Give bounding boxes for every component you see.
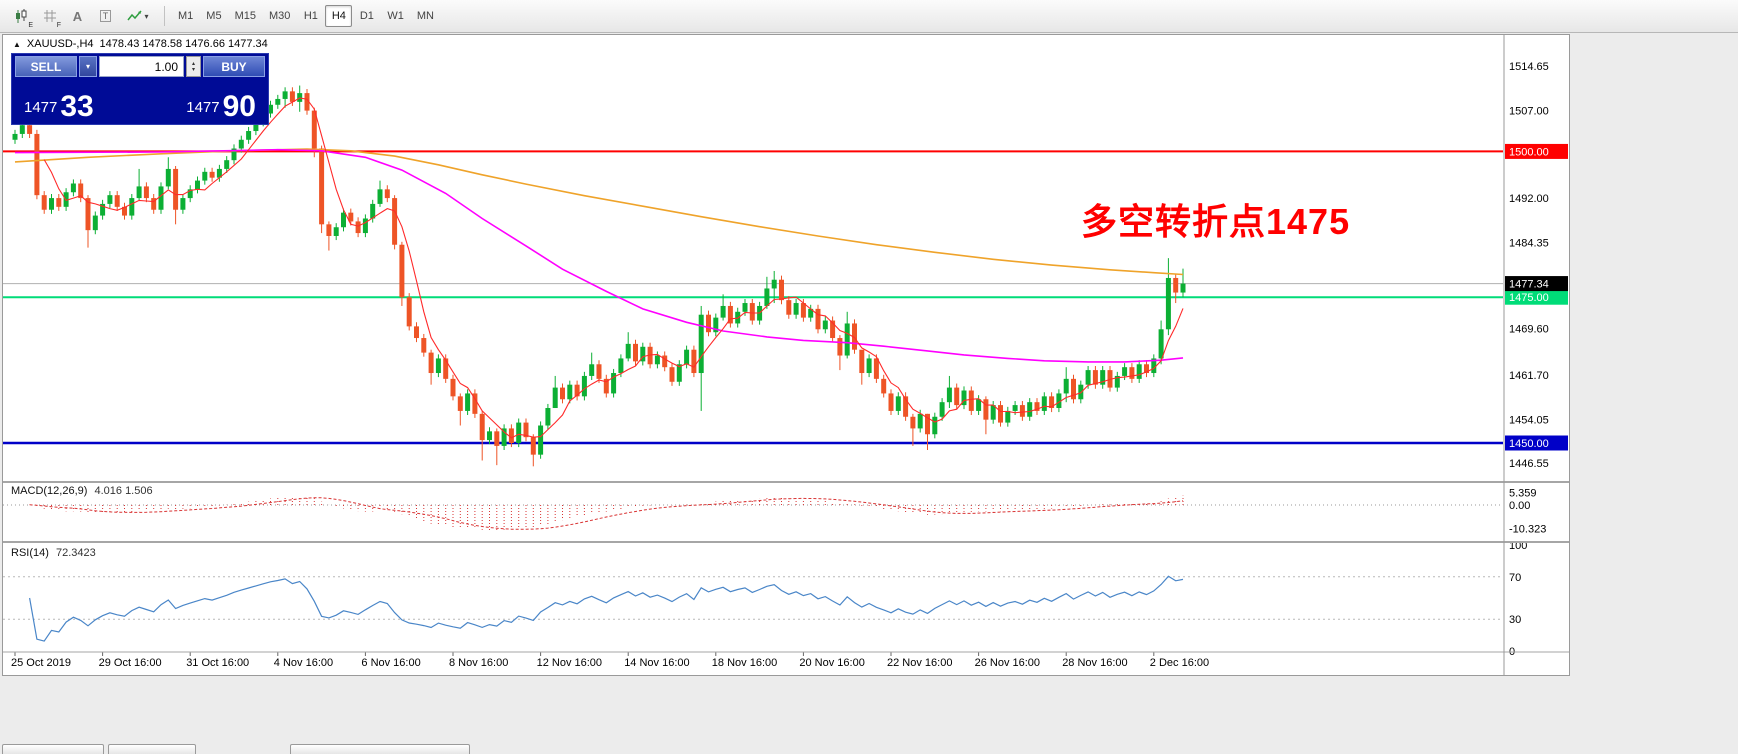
timeframe-button-h4[interactable]: H4 <box>325 5 353 27</box>
taskbar <box>0 744 1738 754</box>
taskbar-item[interactable] <box>290 744 470 754</box>
bid-price[interactable]: 1477 33 <box>24 90 94 123</box>
rsi-value: 72.3423 <box>55 547 96 559</box>
chart-title: ▲ XAUUSD-,H4 1478.43 1478.58 1476.66 147… <box>13 38 268 50</box>
bid-main-digits: 1477 <box>24 99 58 116</box>
text-tool-icon[interactable]: T <box>92 4 119 29</box>
indicator-zigzag-icon <box>127 10 143 21</box>
toolbar: E F A T ▾ M1 M5 M15 M30 H1 H4 D1 W1 MN <box>0 0 1738 33</box>
horizontal-lines[interactable] <box>3 150 1503 445</box>
timeframe-button-d1[interactable]: D1 <box>359 10 374 22</box>
macd-name: MACD(12,26,9) <box>11 485 88 497</box>
svg-text:1477.34: 1477.34 <box>1509 279 1549 291</box>
svg-text:1475.00: 1475.00 <box>1509 292 1549 304</box>
svg-text:5.359: 5.359 <box>1509 488 1537 500</box>
rsi-name: RSI(14) <box>11 547 49 559</box>
ask-price[interactable]: 1477 90 <box>186 90 256 123</box>
svg-text:1484.35: 1484.35 <box>1509 238 1549 250</box>
buy-button[interactable]: BUY <box>203 56 265 77</box>
svg-text:1500.00: 1500.00 <box>1509 146 1549 158</box>
candlestick-chart-icon <box>16 8 27 23</box>
svg-text:70: 70 <box>1509 572 1521 584</box>
ask-big-digits: 90 <box>222 90 256 123</box>
timeframe-button-m5[interactable]: M5 <box>206 10 222 22</box>
moving-averages <box>14 97 1184 439</box>
chart-annotation: 多空转折点1475 <box>1081 201 1351 242</box>
toolbar-separator <box>164 6 165 26</box>
svg-text:26 Nov 16:00: 26 Nov 16:00 <box>975 657 1040 669</box>
lot-dropdown-button[interactable]: ▾ <box>79 56 97 77</box>
indicators-button[interactable]: ▾ <box>120 4 156 29</box>
timeframe-button-m30[interactable]: M30 <box>268 10 291 22</box>
lot-size-input[interactable] <box>99 56 184 77</box>
symbol-marker-icon: ▲ <box>13 39 21 49</box>
svg-text:1461.70: 1461.70 <box>1509 370 1549 382</box>
sell-button[interactable]: SELL <box>15 56 77 77</box>
icon-sub-label: F <box>56 21 61 29</box>
cursor-tool-icon[interactable]: A <box>64 4 91 29</box>
candlesticks <box>12 85 1186 467</box>
svg-text:29 Oct 16:00: 29 Oct 16:00 <box>99 657 162 669</box>
chart-type-icon[interactable]: E <box>8 4 35 29</box>
stepper-down-icon[interactable]: ▾ <box>191 66 195 73</box>
grid-glyph-icon <box>43 10 56 22</box>
svg-text:1492.00: 1492.00 <box>1509 193 1549 205</box>
grid-icon[interactable]: F <box>36 4 63 29</box>
ask-main-digits: 1477 <box>186 99 220 116</box>
svg-text:22 Nov 16:00: 22 Nov 16:00 <box>887 657 952 669</box>
svg-text:1454.05: 1454.05 <box>1509 414 1549 426</box>
svg-text:14 Nov 16:00: 14 Nov 16:00 <box>624 657 689 669</box>
svg-text:4 Nov 16:00: 4 Nov 16:00 <box>274 657 333 669</box>
ohlc-values: 1478.43 1478.58 1476.66 1477.34 <box>99 38 268 50</box>
svg-text:0.00: 0.00 <box>1509 500 1530 512</box>
timeframe-button-mn[interactable]: MN <box>416 10 434 22</box>
svg-text:20 Nov 16:00: 20 Nov 16:00 <box>799 657 864 669</box>
icon-sub-label: E <box>28 21 33 29</box>
one-click-trading-panel: SELL ▾ ▴ ▾ BUY 1477 33 1477 90 <box>11 53 269 125</box>
caret-down-icon: ▾ <box>144 11 149 21</box>
timeframe-buttons: M1 M5 M15 M30 H1 H4 D1 W1 MN <box>172 5 441 27</box>
macd-values: 4.016 1.506 <box>94 485 153 497</box>
macd-label: MACD(12,26,9) 4.016 1.506 <box>11 485 153 497</box>
stepper-up-icon[interactable]: ▴ <box>191 60 195 67</box>
timeframe-button-w1[interactable]: W1 <box>387 10 404 22</box>
boxed-t-icon: T <box>99 10 112 22</box>
lot-stepper[interactable]: ▴ ▾ <box>186 56 201 77</box>
svg-text:25 Oct 2019: 25 Oct 2019 <box>11 657 71 669</box>
timeframe-button-m15[interactable]: M15 <box>234 10 256 22</box>
svg-text:1469.60: 1469.60 <box>1509 324 1549 336</box>
svg-text:30: 30 <box>1509 614 1521 626</box>
svg-text:1450.00: 1450.00 <box>1509 438 1549 450</box>
price-axis: 1514.65 1507.00 1492.00 1484.35 1469.60 1461.… <box>1505 61 1568 470</box>
svg-text:6 Nov 16:00: 6 Nov 16:00 <box>361 657 420 669</box>
svg-text:-10.323: -10.323 <box>1509 524 1546 536</box>
chart-window: 5.359 0.00 -10.323 100 70 30 0 25 Oct 2019 29 Oc… <box>2 34 1570 676</box>
svg-text:1507.00: 1507.00 <box>1509 106 1549 118</box>
svg-text:1446.55: 1446.55 <box>1509 458 1549 470</box>
svg-text:12 Nov 16:00: 12 Nov 16:00 <box>537 657 602 669</box>
svg-text:31 Oct 16:00: 31 Oct 16:00 <box>186 657 249 669</box>
time-axis: 25 Oct 2019 29 Oct 16:00 31 Oct 16:00 4 Nov… <box>11 652 1209 669</box>
letter-a-icon: A <box>72 8 83 24</box>
timeframe-button-m1[interactable]: M1 <box>178 10 194 22</box>
svg-text:8 Nov 16:00: 8 Nov 16:00 <box>449 657 508 669</box>
taskbar-item[interactable] <box>108 744 196 754</box>
timeframe-button-h1[interactable]: H1 <box>303 10 318 22</box>
taskbar-item[interactable] <box>2 744 104 754</box>
svg-text:2 Dec 16:00: 2 Dec 16:00 <box>1150 657 1209 669</box>
symbol-period: XAUUSD-,H4 <box>26 38 94 50</box>
svg-text:28 Nov 16:00: 28 Nov 16:00 <box>1062 657 1127 669</box>
bid-big-digits: 33 <box>60 90 94 123</box>
rsi-label: RSI(14) 72.3423 <box>11 547 96 559</box>
svg-text:18 Nov 16:00: 18 Nov 16:00 <box>712 657 777 669</box>
svg-text:1514.65: 1514.65 <box>1509 61 1549 73</box>
